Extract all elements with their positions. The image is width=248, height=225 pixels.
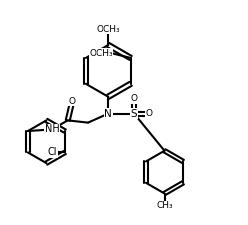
- Text: CH₃: CH₃: [156, 201, 173, 210]
- Text: O: O: [69, 97, 76, 106]
- Text: OCH₃: OCH₃: [96, 25, 120, 34]
- Text: S: S: [131, 109, 137, 119]
- Text: O: O: [131, 94, 138, 104]
- Text: NH: NH: [45, 124, 59, 134]
- Text: Cl: Cl: [48, 147, 57, 157]
- Text: OCH₃: OCH₃: [89, 49, 113, 58]
- Text: O: O: [145, 109, 152, 118]
- Text: N: N: [104, 109, 112, 119]
